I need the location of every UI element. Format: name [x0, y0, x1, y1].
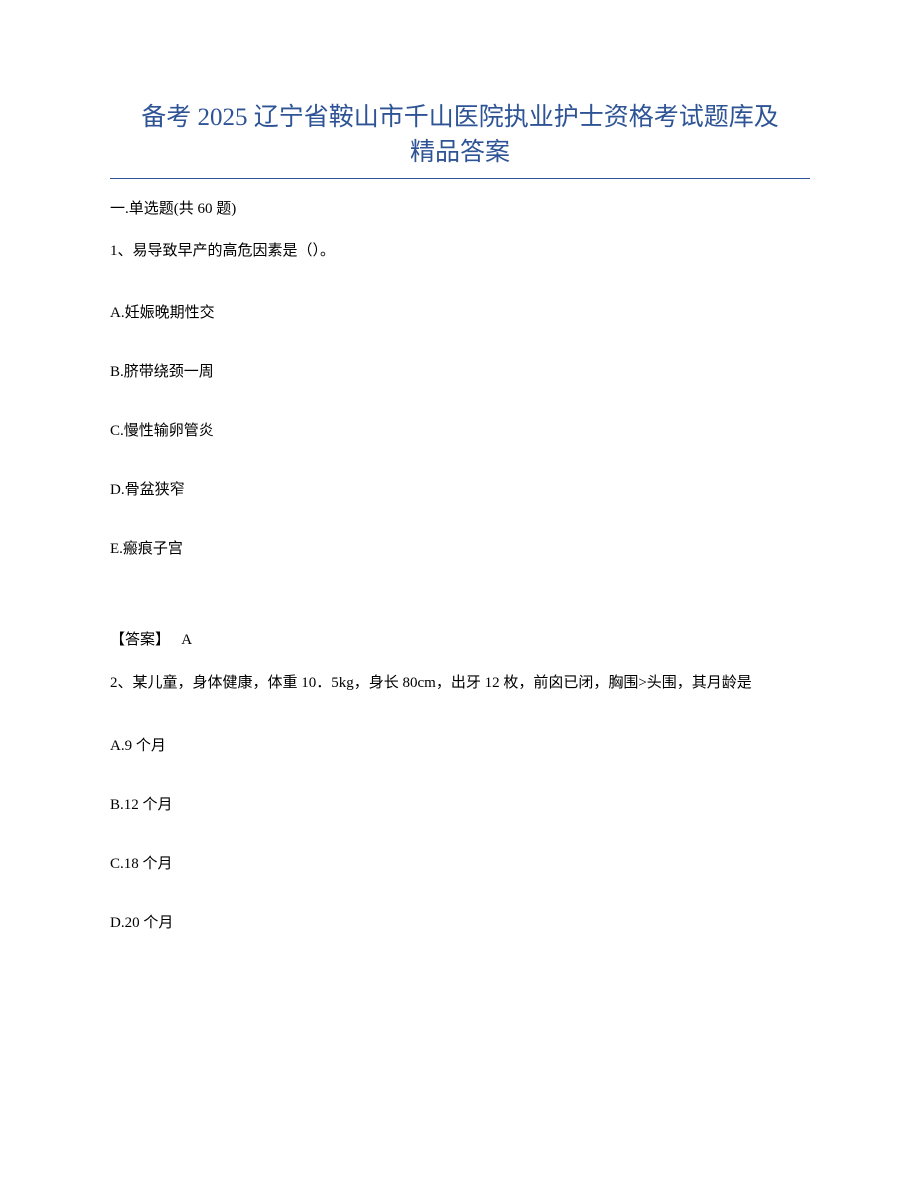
question1-option-a: A.妊娠晚期性交 [110, 301, 810, 322]
answer-label-text: 【答案】 [110, 632, 170, 648]
question2-option-a: A.9 个月 [110, 734, 810, 755]
document-title-container: 备考 2025 辽宁省鞍山市千山医院执业护士资格考试题库及 精品答案 [110, 100, 810, 170]
document-title-line2: 精品答案 [110, 135, 810, 170]
question1-number: 1、 [110, 243, 133, 259]
question2-number: 2、 [110, 675, 133, 691]
question1-text: 1、易导致早产的高危因素是（）。 [110, 240, 810, 263]
question1-body: 易导致早产的高危因素是（）。 [133, 243, 336, 259]
question1-option-b: B.脐带绕颈一周 [110, 360, 810, 381]
question2-option-b: B.12 个月 [110, 793, 810, 814]
title-underline [110, 178, 810, 179]
question2-body: 某儿童，身体健康，体重 10．5kg，身长 80cm，出牙 12 枚，前囟已闭，… [133, 675, 752, 691]
question2-option-d: D.20 个月 [110, 911, 810, 932]
question2-option-c: C.18 个月 [110, 852, 810, 873]
question1-option-d: D.骨盆狭窄 [110, 478, 810, 499]
section-header: 一.单选题(共 60 题) [110, 197, 810, 218]
document-title-line1: 备考 2025 辽宁省鞍山市千山医院执业护士资格考试题库及 [110, 100, 810, 135]
question1-option-e: E.瘢痕子宫 [110, 537, 810, 558]
question1-option-c: C.慢性输卵管炎 [110, 419, 810, 440]
question1-answer: 【答案】 A [110, 628, 810, 649]
question2-text: 2、某儿童，身体健康，体重 10．5kg，身长 80cm，出牙 12 枚，前囟已… [110, 671, 810, 697]
answer-value: A [181, 632, 192, 648]
